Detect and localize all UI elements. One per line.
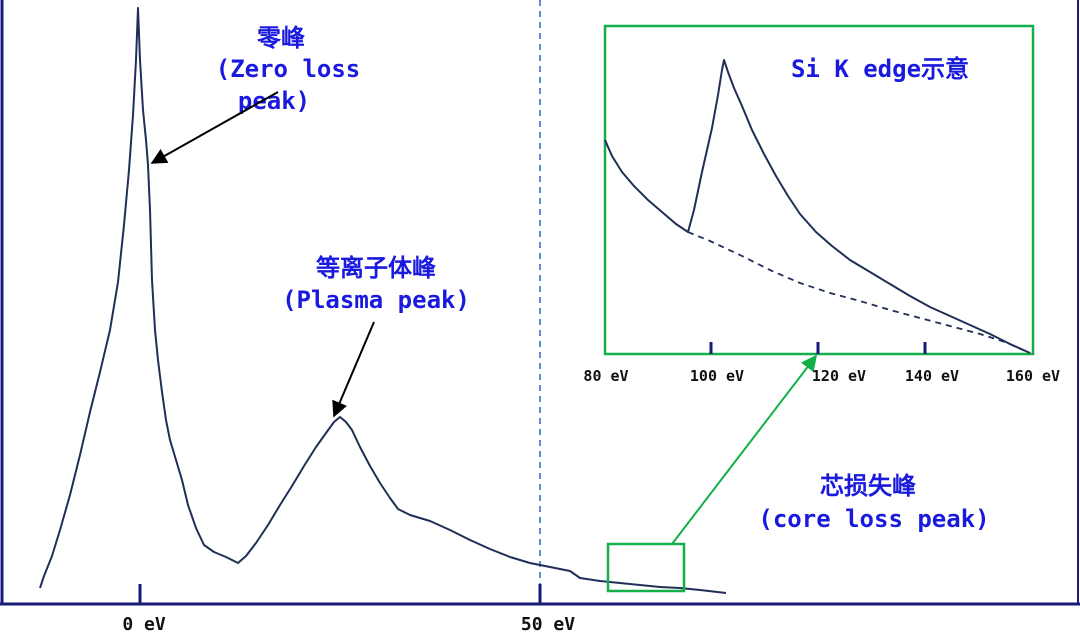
inset-tick-label-120: 120 eV: [812, 367, 866, 385]
plasma-arrow: [332, 321, 375, 418]
inset-edge-curve: [604, 59, 1031, 354]
zero-loss-label-cn: 零峰: [256, 24, 305, 52]
core-loss-region-box: [606, 542, 686, 593]
zero-loss-label-en-2: peak): [238, 87, 310, 115]
inset-tick-label-80: 80 eV: [583, 367, 628, 385]
core-loss-label-cn: 芯损失峰: [820, 472, 916, 500]
eels-spectrum-curve: [39, 7, 727, 594]
core-loss-label-en: (core loss peak): [758, 505, 989, 533]
si-k-edge-inset: Si K edge示意 80 eV 100 eV 120 eV 140 eV 1…: [583, 24, 1060, 385]
inset-background-dashed: [687, 231, 1031, 354]
tick-label-50ev: 50 eV: [521, 614, 575, 633]
plasma-label-en: (Plasma peak): [282, 286, 470, 314]
plasma-label-cn: 等离子体峰: [316, 254, 436, 282]
inset-tick-label-160: 160 eV: [1006, 367, 1060, 385]
inset-frame: [603, 24, 1035, 356]
inset-tick-label-140: 140 eV: [905, 367, 959, 385]
zero-loss-arrow: [150, 91, 279, 164]
zoom-arrow: [671, 354, 817, 545]
zero-loss-label-en-1: (Zero loss: [216, 55, 361, 83]
inset-title: Si K edge示意: [791, 55, 969, 83]
inset-tick-label-100: 100 eV: [690, 367, 744, 385]
tick-label-0ev: 0 eV: [122, 614, 166, 633]
